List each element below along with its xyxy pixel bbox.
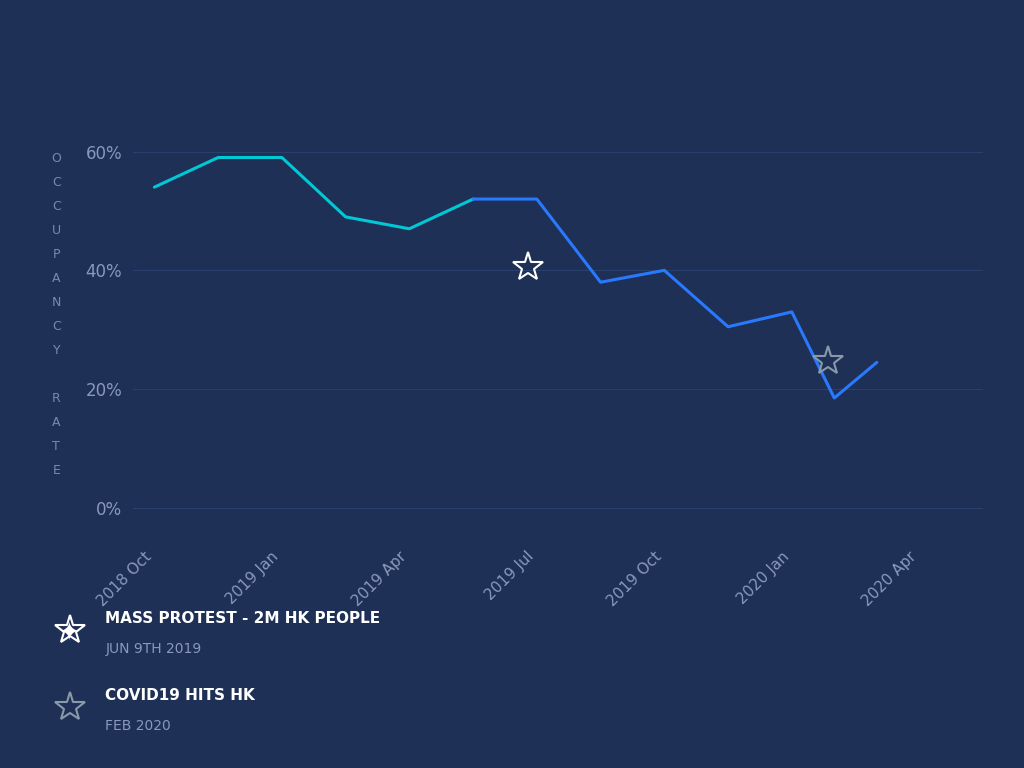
Text: O: O xyxy=(51,153,61,165)
Text: C: C xyxy=(52,320,60,333)
Text: MASS PROTEST - 2M HK PEOPLE: MASS PROTEST - 2M HK PEOPLE xyxy=(105,611,381,626)
Text: JUN 9TH 2019: JUN 9TH 2019 xyxy=(105,642,202,656)
Text: FEB 2020: FEB 2020 xyxy=(105,719,171,733)
Text: U: U xyxy=(52,224,60,237)
Text: C: C xyxy=(52,177,60,190)
Text: T: T xyxy=(52,440,60,453)
Text: COVID19 HITS HK: COVID19 HITS HK xyxy=(105,687,255,703)
Text: A: A xyxy=(52,416,60,429)
Text: ✦: ✦ xyxy=(59,621,80,646)
Text: R: R xyxy=(52,392,60,406)
Text: E: E xyxy=(52,465,60,477)
Text: P: P xyxy=(52,248,60,261)
Text: C: C xyxy=(52,200,60,214)
Text: Y: Y xyxy=(52,344,60,357)
Text: N: N xyxy=(51,296,61,310)
Text: A: A xyxy=(52,273,60,286)
